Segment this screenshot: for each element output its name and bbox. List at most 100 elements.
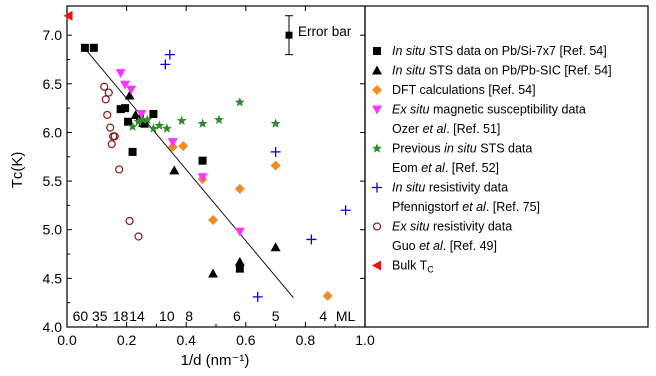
legend-marker bbox=[372, 65, 382, 75]
data-point bbox=[127, 121, 138, 131]
data-point bbox=[234, 183, 245, 194]
thickness-label: 6 bbox=[233, 308, 241, 324]
legend-label-segment: In situ bbox=[392, 181, 425, 195]
legend-entry: Ex situ magnetic susceptibility data Ozer… bbox=[372, 103, 586, 136]
legend: In situ STS data on Pb/Si-7x7 [Ref. 54] I… bbox=[372, 44, 612, 275]
legend-label-segment: Previous bbox=[392, 142, 444, 156]
data-point bbox=[234, 227, 245, 237]
data-point bbox=[234, 256, 245, 266]
series-dft-calculations-ref-54 bbox=[167, 141, 333, 301]
legend-entry: In situ resistivity data Pfennigstorf et … bbox=[372, 181, 540, 214]
legend-label-segment: Ex situ bbox=[392, 103, 430, 117]
legend-label: Eom et al. [Ref. 52] bbox=[392, 161, 499, 175]
y-tick-label: 6.5 bbox=[43, 76, 63, 92]
legend-label: In situ STS data on Pb/Pb-SIC [Ref. 54] bbox=[392, 64, 612, 78]
data-point bbox=[149, 109, 158, 118]
legend-label: DFT calculations [Ref. 54] bbox=[392, 83, 536, 97]
data-point bbox=[198, 156, 207, 165]
data-point bbox=[178, 141, 189, 152]
legend-label-segment: In situ bbox=[392, 64, 425, 78]
error-bar-label: Error bar bbox=[298, 24, 352, 39]
data-point bbox=[133, 116, 144, 126]
legend-label: In situ resistivity data bbox=[392, 181, 508, 195]
legend-label-segment: et al bbox=[419, 239, 444, 253]
series-ex-situ-resistivity-data bbox=[100, 82, 143, 241]
data-point bbox=[306, 234, 317, 245]
data-point bbox=[124, 117, 133, 126]
legend-label: Guo et al. [Ref. 49] bbox=[392, 239, 497, 253]
y-tick-label: 5.0 bbox=[43, 222, 63, 238]
legend-marker bbox=[372, 222, 382, 231]
plot-frame bbox=[66, 5, 366, 328]
legend-entry: In situ STS data on Pb/Si-7x7 [Ref. 54] bbox=[373, 44, 607, 58]
data-point bbox=[115, 69, 126, 79]
legend-entry: Previous in situ STS data Eom et al. [Ref… bbox=[372, 142, 533, 175]
thickness-label: 4 bbox=[319, 308, 327, 324]
data-point bbox=[164, 49, 175, 60]
data-point bbox=[161, 123, 172, 133]
data-point bbox=[197, 173, 208, 183]
legend-label-segment: et al bbox=[462, 200, 487, 214]
thickness-label: 5 bbox=[272, 308, 280, 324]
legend-marker bbox=[372, 260, 381, 271]
data-point bbox=[167, 138, 178, 148]
data-point bbox=[160, 59, 171, 70]
legend-marker bbox=[372, 143, 382, 153]
y-tick-label: 6.0 bbox=[43, 124, 63, 140]
y-tick-label: 4.5 bbox=[43, 270, 63, 286]
data-point bbox=[208, 215, 219, 225]
data-point bbox=[252, 291, 263, 302]
legend-entry: In situ STS data on Pb/Pb-SIC [Ref. 54] bbox=[372, 64, 612, 78]
data-point bbox=[340, 205, 351, 216]
data-point bbox=[142, 114, 153, 125]
data-point bbox=[270, 146, 281, 157]
legend-label-segment: . [Ref. 49] bbox=[443, 239, 497, 253]
legend-label-segment: STS data on Pb/Pb-SIC [Ref. 54] bbox=[425, 64, 611, 78]
data-point bbox=[80, 43, 89, 52]
legend-label-segment: Ozer bbox=[392, 122, 423, 136]
thickness-label: 14 bbox=[129, 308, 145, 324]
x-tick-label: 0.6 bbox=[236, 332, 256, 348]
thickness-label: 18 bbox=[113, 308, 129, 324]
x-tick-label: 0.4 bbox=[176, 332, 196, 348]
legend-label: Ex situ resistivity data bbox=[392, 220, 512, 234]
error-bar-marker bbox=[285, 31, 293, 39]
data-marks: 60 35 18 14 10 8 6 5 4 ML bbox=[63, 10, 356, 324]
legend-label-segment: resistivity data bbox=[430, 220, 513, 234]
legend-label: In situ STS data on Pb/Si-7x7 [Ref. 54] bbox=[392, 44, 607, 58]
legend-label-segment: Eom bbox=[392, 161, 421, 175]
legend-label-segment: DFT calculations [Ref. 54] bbox=[392, 83, 536, 97]
legend-label-segment: STS data bbox=[477, 142, 533, 156]
x-tick-label: 0.2 bbox=[117, 332, 137, 348]
legend-label-segment: . [Ref. 51] bbox=[446, 122, 500, 136]
legend-marker bbox=[372, 182, 382, 193]
data-point bbox=[124, 90, 135, 100]
data-point bbox=[126, 85, 137, 95]
data-point bbox=[235, 264, 244, 273]
legend-marker bbox=[372, 105, 382, 115]
series-previous-in-situ-sts-data bbox=[127, 97, 281, 133]
plot-area: 0.0 0.2 0.4 0.6 0.8 1.0 4.0 4.5 5.0 5.5 6.0 6.5 7.0 bbox=[43, 5, 649, 348]
legend-label-segment: . [Ref. 75] bbox=[486, 200, 540, 214]
data-point bbox=[110, 132, 119, 141]
data-point bbox=[125, 216, 134, 226]
legend-entry: Bulk TC bbox=[372, 259, 434, 275]
legend-label-segment: magnetic susceptibility data bbox=[430, 103, 586, 117]
thickness-label: 35 bbox=[92, 308, 108, 324]
data-point bbox=[134, 232, 143, 241]
legend-label-segment: . [Ref. 52] bbox=[445, 161, 499, 175]
series-in-situ-sts-data-on-pb-si-7x7-ref-54 bbox=[80, 43, 244, 273]
legend-label: Ozer et al. [Ref. 51] bbox=[392, 122, 500, 136]
legend-label-segment: Bulk T bbox=[392, 259, 428, 273]
data-point bbox=[103, 110, 112, 120]
legend-label: Pfennigstorf et al. [Ref. 75] bbox=[392, 200, 540, 214]
legend-entry: Ex situ resistivity data Guo et al. [Ref.… bbox=[372, 220, 512, 253]
data-point bbox=[89, 43, 98, 52]
x-tick-label: 1.0 bbox=[355, 332, 375, 348]
legend-marker bbox=[373, 47, 381, 55]
data-point bbox=[197, 118, 208, 128]
legend-label-segment: Pfennigstorf bbox=[392, 200, 462, 214]
thickness-label: ML bbox=[336, 308, 356, 324]
thickness-label: 8 bbox=[185, 308, 193, 324]
thickness-label: 10 bbox=[159, 308, 175, 324]
